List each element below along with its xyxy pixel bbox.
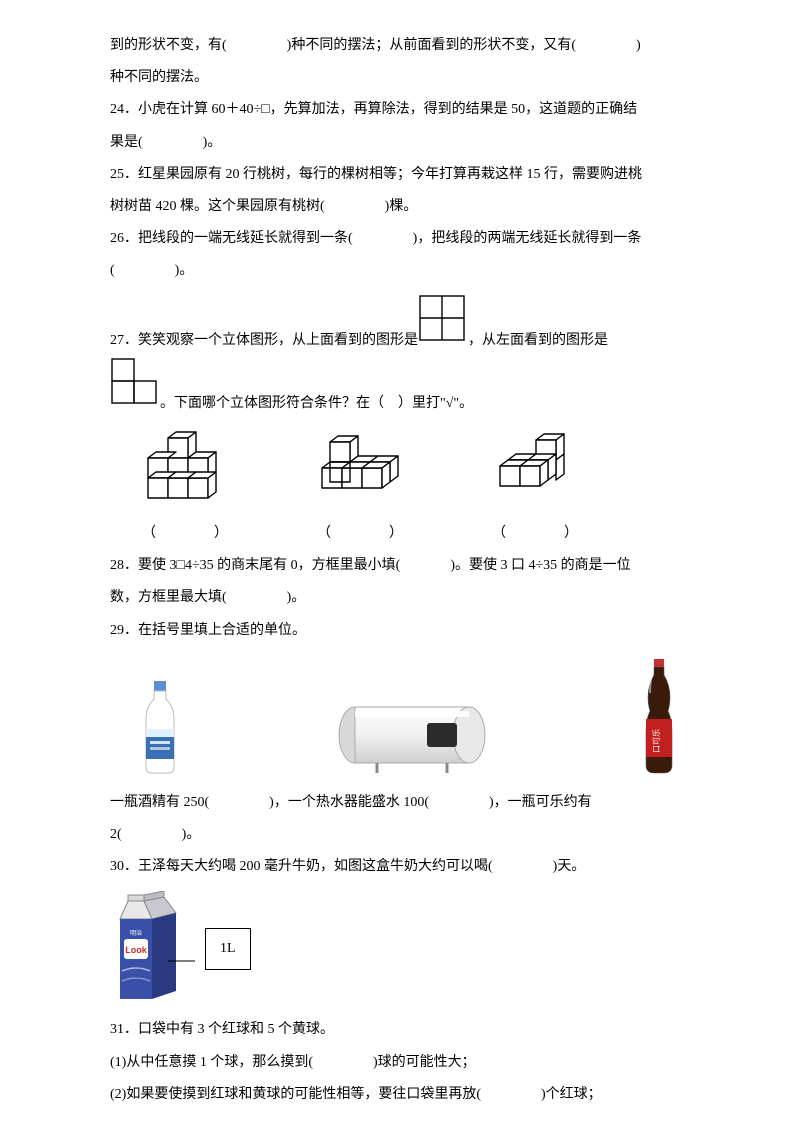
q23-line1: 到的形状不变，有( )种不同的摆法；从前面看到的形状不变，又有(): [110, 30, 704, 62]
text: 数，方框里最大填(: [110, 590, 227, 605]
q27-option-2: （ ）: [310, 430, 420, 550]
left-view-L-icon: [110, 357, 160, 420]
text: )。: [182, 827, 201, 842]
q25-line1: 25．红星果园原有 20 行桃树，每行的棵树相等；今年打算再栽这样 15 行，需…: [110, 159, 704, 191]
text: 一瓶酒精有 250(: [110, 795, 209, 810]
text: )球的可能性大；: [373, 1055, 476, 1070]
cola-bottle-icon: 口可乐: [634, 657, 684, 777]
q28-line1: 28．要使 3□4÷35 的商末尾有 0，方框里最小填( )。要使 3 口 4÷3…: [110, 550, 704, 582]
text: ): [636, 38, 641, 53]
q29-images: 口可乐: [130, 657, 684, 777]
q30-milk-figure: Look 明治 1L: [110, 891, 704, 1006]
text: 2(: [110, 827, 122, 842]
text: ，从左面看到的图形是: [468, 325, 608, 357]
svg-text:口可乐: 口可乐: [651, 729, 661, 753]
q27-line2: 。下面哪个立体图形符合条件？在（ ）里打"√"。: [110, 357, 704, 420]
text: )，把线段的两端无线延长就得到一条: [413, 231, 642, 246]
q27-option-1: （ ）: [140, 430, 240, 550]
text: 树树苗 420 棵。这个果园原有桃树(: [110, 199, 325, 214]
milk-carton-icon: Look 明治: [110, 891, 195, 1006]
text: 27．笑笑观察一个立体图形，从上面看到的图形是: [110, 325, 418, 357]
svg-text:Look: Look: [125, 945, 147, 955]
water-heater-icon: [327, 697, 497, 777]
q31-sub2: (2)如果要使摸到红球和黄球的可能性相等，要往口袋里再放( )个红球；: [110, 1079, 704, 1111]
text: )，一瓶可乐约有: [489, 795, 592, 810]
text: 。下面哪个立体图形符合条件？在（ ）里打"√"。: [160, 388, 473, 420]
text: 31．口袋中有 3 个红球和 5 个黄球。: [110, 1022, 334, 1037]
top-view-2x2-icon: [418, 294, 468, 357]
text: )个红球；: [541, 1087, 602, 1102]
q28-line2: 数，方框里最大填( )。: [110, 582, 704, 614]
svg-text:明治: 明治: [130, 929, 142, 937]
alcohol-bottle-icon: [130, 677, 190, 777]
text: )。要使 3 口 4÷35 的商是一位: [450, 558, 630, 573]
text: (2)如果要使摸到红球和黄球的可能性相等，要往口袋里再放(: [110, 1087, 481, 1102]
text: )。: [175, 263, 194, 278]
paren: （ ）: [140, 518, 240, 550]
text: )。: [203, 135, 222, 150]
q27-line1: 27．笑笑观察一个立体图形，从上面看到的图形是 ，从左面看到的图形是: [110, 294, 704, 357]
text: 26．把线段的一端无线延长就得到一条(: [110, 231, 353, 246]
q26-line2: ( )。: [110, 255, 704, 287]
text: 到的形状不变，有(: [110, 38, 227, 53]
q26-line1: 26．把线段的一端无线延长就得到一条( )，把线段的两端无线延长就得到一条: [110, 223, 704, 255]
text: 28．要使 3□4÷35 的商末尾有 0，方框里最小填(: [110, 558, 400, 573]
text: (1)从中任意摸 1 个球，那么摸到(: [110, 1055, 313, 1070]
text: 果是(: [110, 135, 143, 150]
text: (: [110, 263, 115, 278]
milk-volume-label: 1L: [205, 928, 251, 970]
text: 29．在括号里填上合适的单位。: [110, 623, 306, 638]
q27-options: （ ） （ ）: [140, 430, 704, 550]
paren: （ ）: [490, 518, 590, 550]
text: 24．小虎在计算 60＋40÷□，先算加法，再算除法，得到的结果是 50，这道题…: [110, 102, 637, 117]
q29-line2: 2( )。: [110, 819, 704, 851]
q25-line2: 树树苗 420 棵。这个果园原有桃树( )棵。: [110, 191, 704, 223]
q24-line1: 24．小虎在计算 60＋40÷□，先算加法，再算除法，得到的结果是 50，这道题…: [110, 94, 704, 126]
text: 25．红星果园原有 20 行桃树，每行的棵树相等；今年打算再栽这样 15 行，需…: [110, 167, 642, 182]
q31-sub1: (1)从中任意摸 1 个球，那么摸到( )球的可能性大；: [110, 1047, 704, 1079]
paren: （ ）: [310, 518, 420, 550]
q24-line2: 果是( )。: [110, 127, 704, 159]
q31-title: 31．口袋中有 3 个红球和 5 个黄球。: [110, 1014, 704, 1046]
q23-line2: 种不同的摆法。: [110, 62, 704, 94]
q29-line1: 一瓶酒精有 250( )，一个热水器能盛水 100( )，一瓶可乐约有: [110, 787, 704, 819]
q30-line1: 30．王泽每天大约喝 200 毫升牛奶，如图这盒牛奶大约可以喝( )天。: [110, 851, 704, 883]
q27-option-3: （ ）: [490, 430, 590, 550]
q29-title: 29．在括号里填上合适的单位。: [110, 615, 704, 647]
cube-figure-3-icon: [490, 430, 590, 505]
text: )。: [287, 590, 306, 605]
text: )种不同的摆法；从前面看到的形状不变，又有(: [287, 38, 576, 53]
text: 种不同的摆法。: [110, 70, 208, 85]
cube-figure-2-icon: [310, 430, 420, 505]
text: )，一个热水器能盛水 100(: [269, 795, 429, 810]
cube-figure-1-icon: [140, 430, 240, 505]
text: )天。: [553, 859, 586, 874]
text: )棵。: [385, 199, 418, 214]
text: 30．王泽每天大约喝 200 毫升牛奶，如图这盒牛奶大约可以喝(: [110, 859, 493, 874]
